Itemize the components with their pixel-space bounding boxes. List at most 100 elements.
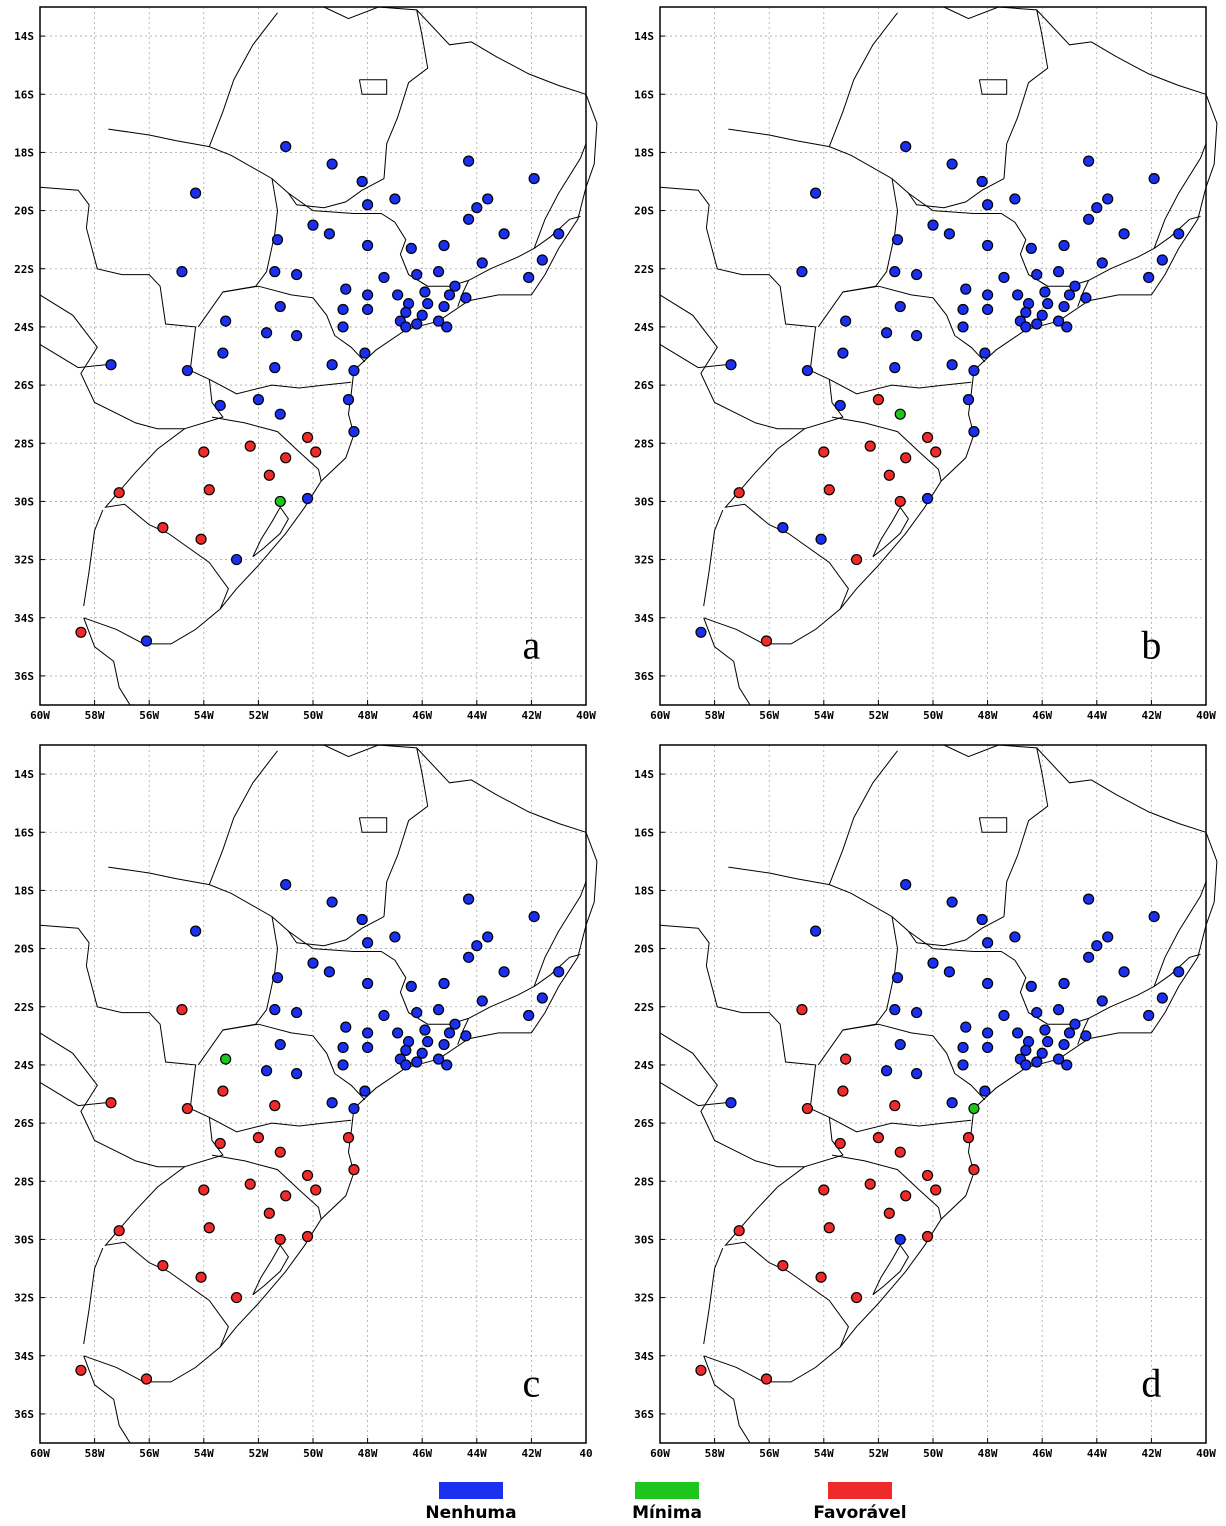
station-marker bbox=[280, 141, 292, 153]
map-border-line bbox=[252, 506, 289, 558]
station-marker bbox=[943, 228, 955, 240]
lon-tick-label: 46W bbox=[412, 709, 432, 722]
station-marker bbox=[203, 1222, 215, 1234]
station-marker bbox=[1009, 193, 1021, 205]
station-marker bbox=[195, 533, 207, 545]
lat-tick-label: 34S bbox=[634, 612, 654, 625]
station-marker bbox=[405, 242, 417, 254]
station-marker bbox=[733, 487, 745, 499]
station-marker bbox=[411, 268, 423, 281]
station-marker bbox=[1052, 315, 1065, 327]
station-marker bbox=[260, 1065, 273, 1077]
station-marker bbox=[263, 469, 275, 481]
map-border-line bbox=[288, 930, 581, 1025]
lat-tick-label: 32S bbox=[634, 1292, 654, 1305]
station-marker bbox=[476, 257, 488, 269]
station-marker bbox=[837, 347, 849, 359]
station-marker bbox=[553, 966, 565, 978]
lat-tick-label: 18S bbox=[14, 884, 34, 897]
station-marker bbox=[326, 359, 338, 371]
lat-tick-label: 18S bbox=[634, 146, 654, 159]
station-marker bbox=[1036, 1047, 1048, 1059]
station-marker bbox=[280, 1190, 292, 1202]
map-border-line bbox=[457, 280, 470, 307]
legend-swatch-favoravel bbox=[828, 1482, 892, 1499]
station-marker bbox=[1052, 266, 1065, 278]
lon-tick-label: 56W bbox=[759, 1447, 779, 1460]
station-marker bbox=[850, 553, 863, 566]
station-marker bbox=[291, 1068, 303, 1080]
station-marker bbox=[274, 1038, 286, 1051]
lon-tick-label: 52W bbox=[868, 709, 888, 722]
station-marker bbox=[362, 1027, 374, 1039]
lat-tick-label: 16S bbox=[634, 88, 654, 101]
map-border-line bbox=[457, 1018, 470, 1045]
station-marker bbox=[416, 1047, 428, 1059]
station-marker bbox=[927, 219, 939, 231]
station-marker bbox=[271, 972, 284, 984]
station-marker bbox=[260, 327, 273, 339]
station-marker bbox=[1083, 893, 1095, 905]
lon-tick-label: 44W bbox=[1087, 709, 1107, 722]
station-marker bbox=[894, 300, 906, 313]
map-border-line bbox=[1077, 280, 1090, 307]
map-border-line bbox=[703, 1247, 724, 1345]
station-marker bbox=[326, 896, 338, 908]
lat-tick-label: 14S bbox=[634, 768, 654, 781]
station-marker bbox=[1031, 268, 1043, 281]
station-marker bbox=[269, 1004, 281, 1016]
lat-tick-label: 22S bbox=[14, 1001, 34, 1014]
lat-tick-label: 20S bbox=[634, 943, 654, 956]
lon-tick-label: 48W bbox=[978, 1447, 998, 1460]
map-border-line bbox=[703, 617, 751, 706]
lon-tick-label: 60W bbox=[30, 709, 50, 722]
station-marker bbox=[1063, 1027, 1076, 1039]
station-marker bbox=[378, 1009, 390, 1022]
lon-tick-label: 56W bbox=[139, 709, 159, 722]
map-border-line bbox=[659, 924, 849, 1348]
map-border-line bbox=[1036, 747, 1207, 833]
station-marker bbox=[889, 1004, 901, 1016]
station-marker bbox=[471, 940, 483, 952]
map-border-line bbox=[1077, 1018, 1090, 1045]
map-border-line bbox=[703, 94, 1218, 645]
station-marker bbox=[1061, 321, 1073, 333]
lat-tick-label: 28S bbox=[14, 437, 34, 450]
station-marker bbox=[960, 1021, 972, 1033]
map-border-line bbox=[829, 1116, 972, 1133]
station-marker bbox=[883, 1207, 895, 1219]
station-marker bbox=[840, 1053, 852, 1065]
lon-tick-label: 48W bbox=[978, 709, 998, 722]
map-panel-b: 14S 16S 18S 20S 22S 24S 26S 28S 30S 32S 34S 36S 60W 5… bbox=[620, 0, 1220, 725]
station-marker bbox=[998, 271, 1010, 284]
lat-tick-label: 30S bbox=[14, 1233, 34, 1246]
map-border-line bbox=[1153, 881, 1207, 987]
station-marker bbox=[880, 327, 893, 339]
station-marker bbox=[927, 957, 939, 969]
legend-label-minima: Mínima bbox=[632, 1503, 702, 1523]
station-marker bbox=[796, 1004, 808, 1016]
map-border-line bbox=[831, 1154, 942, 1220]
station-marker bbox=[438, 239, 450, 252]
station-marker bbox=[337, 303, 349, 316]
station-marker bbox=[105, 1097, 117, 1109]
station-marker bbox=[263, 1207, 275, 1219]
lon-tick-label: 42W bbox=[521, 709, 541, 722]
map-panel-c: 14S 16S 18S 20S 22S 24S 26S 28S 30S 32S 34S 36S 60W 5… bbox=[0, 738, 600, 1463]
station-marker bbox=[449, 280, 461, 292]
station-marker bbox=[834, 1137, 846, 1150]
station-marker bbox=[476, 995, 488, 1007]
station-marker bbox=[872, 394, 884, 406]
station-marker bbox=[220, 1053, 232, 1065]
station-marker bbox=[463, 893, 475, 905]
station-marker bbox=[1173, 228, 1185, 240]
lat-tick-label: 26S bbox=[634, 379, 654, 392]
station-marker bbox=[1083, 213, 1095, 225]
legend-swatch-minima bbox=[635, 1482, 699, 1499]
lon-tick-label: 42W bbox=[521, 1447, 541, 1460]
station-marker bbox=[438, 977, 450, 990]
map-border-line bbox=[197, 178, 279, 328]
station-marker bbox=[815, 1271, 827, 1283]
station-marker bbox=[471, 202, 483, 214]
lon-tick-label: 58W bbox=[705, 1447, 725, 1460]
